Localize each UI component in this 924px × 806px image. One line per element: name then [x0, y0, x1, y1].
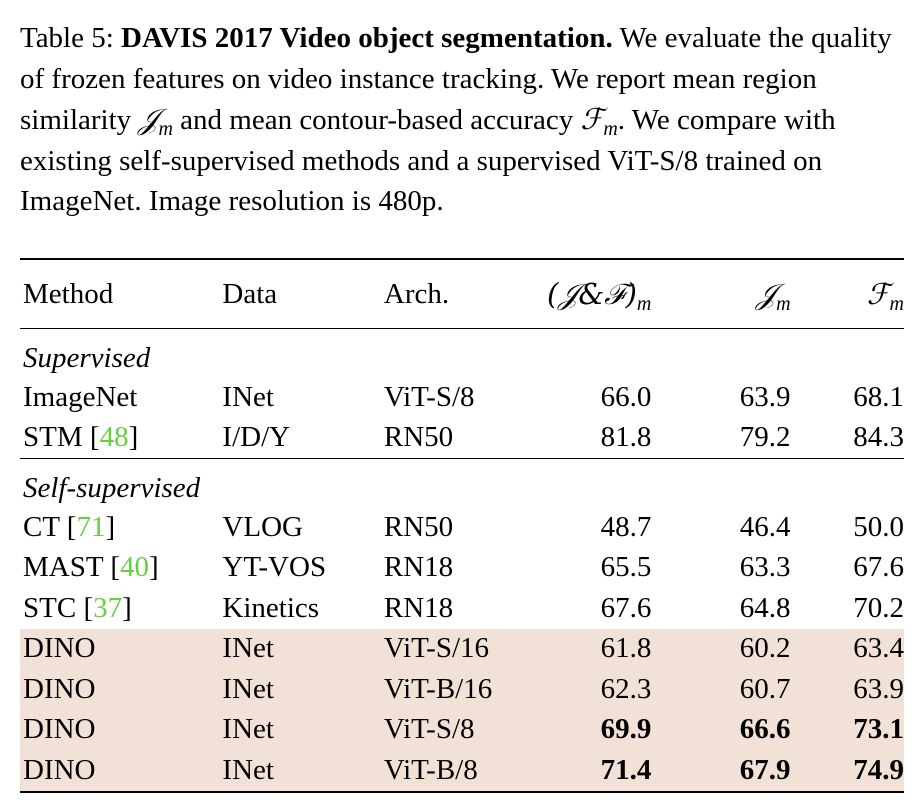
cell-arch: ViT-S/8 [383, 709, 524, 750]
cell-arch: RN18 [383, 551, 454, 584]
cell-arch: RN18 [383, 591, 454, 624]
cell-jf: 61.8 [523, 628, 652, 669]
cell-data: INet [222, 628, 384, 669]
cell-f: 63.4 [790, 628, 904, 669]
cell-f: 63.9 [790, 669, 904, 710]
cell-j: 64.8 [739, 591, 791, 624]
cell-f: 74.9 [790, 750, 904, 793]
results-table: Method Data Arch. (𝒥&ℱ)m 𝒥m ℱm Supervise… [20, 258, 904, 793]
table-caption: Table 5: DAVIS 2017 Video object segment… [20, 22, 892, 218]
caption-line4: We compare with existing self-supervised… [20, 104, 836, 177]
cell-jf: 81.8 [600, 421, 652, 454]
caption-symbol-f: ℱm [580, 102, 618, 140]
cell-j: 66.6 [651, 709, 791, 750]
table-row: MAST [40] YT-VOS RN18 65.5 63.3 67.6 [20, 548, 904, 589]
cell-jf: 67.6 [600, 591, 652, 624]
caption-line3b: and mean contour-based accuracy [180, 104, 574, 136]
caption-label: Table 5: [20, 22, 114, 54]
caption-line5: ViT-S/8 trained on ImageNet. Image resol… [20, 144, 823, 218]
cell-f: 70.2 [853, 591, 904, 624]
cell-method: DINO [20, 669, 223, 710]
citation-link[interactable]: 71 [76, 510, 106, 543]
cell-j: 63.3 [739, 551, 791, 584]
cell-jf: 69.9 [523, 709, 652, 750]
cell-f: 68.1 [853, 380, 904, 413]
cell-method: DINO [20, 709, 223, 750]
caption-title: DAVIS 2017 Video object segmentation. [121, 22, 613, 54]
cell-j: 79.2 [739, 421, 791, 454]
caption-line3a: mean region similarity [20, 62, 817, 137]
cell-jf: 65.5 [600, 551, 652, 584]
cell-method: ImageNet [23, 380, 138, 413]
cell-arch: ViT-S/16 [383, 628, 524, 669]
table-row: STM [48] I/D/Y RN50 81.8 79.2 84.3 [20, 418, 904, 459]
table-row-dino: DINO INet ViT-B/8 71.4 67.9 74.9 [20, 750, 904, 793]
group-label-self-supervised: Self-supervised [20, 458, 904, 507]
cell-arch: RN50 [383, 510, 454, 543]
cell-method: DINO [20, 628, 223, 669]
cell-f: 84.3 [853, 421, 904, 454]
header-method: Method [20, 258, 223, 329]
group-row-supervised: Supervised [20, 329, 904, 378]
cell-data: INet [222, 709, 384, 750]
citation-link[interactable]: 48 [99, 421, 129, 454]
cell-f: 50.0 [853, 510, 904, 543]
header-data: Data [222, 258, 384, 329]
table-row-dino: DINO INet ViT-S/16 61.8 60.2 63.4 [20, 628, 904, 669]
cell-method: STM [48] [23, 421, 139, 454]
cell-jf: 71.4 [523, 750, 652, 793]
cell-jf: 62.3 [523, 669, 652, 710]
cell-method: DINO [20, 750, 223, 793]
table-row-dino: DINO INet ViT-S/8 69.9 66.6 73.1 [20, 709, 904, 750]
cell-j: 67.9 [651, 750, 791, 793]
cell-arch: ViT-B/16 [383, 669, 524, 710]
cell-j: 60.7 [651, 669, 791, 710]
cell-arch: ViT-S/8 [383, 380, 475, 413]
cell-method: CT [71] [23, 510, 116, 543]
cell-f: 67.6 [853, 551, 904, 584]
cell-data: VLOG [222, 510, 303, 543]
header-arch: Arch. [383, 258, 524, 329]
header-f: ℱm [790, 258, 904, 329]
table-row: CT [71] VLOG RN50 48.7 46.4 50.0 [20, 507, 904, 548]
cell-arch: ViT-B/8 [383, 750, 524, 793]
header-jf: (𝒥&ℱ)m [523, 258, 652, 329]
citation-link[interactable]: 37 [93, 591, 123, 624]
cell-arch: RN50 [383, 421, 454, 454]
group-label-supervised: Supervised [23, 342, 151, 374]
cell-jf: 48.7 [600, 510, 652, 543]
cell-data: Kinetics [222, 591, 320, 624]
caption-line1-rest: We evaluate [619, 22, 762, 54]
cell-j: 60.2 [651, 628, 791, 669]
table-row: STC [37] Kinetics RN18 67.6 64.8 70.2 [20, 588, 904, 629]
cell-data: I/D/Y [222, 421, 291, 454]
cell-data: INet [222, 750, 384, 793]
cell-data: INet [222, 669, 384, 710]
cell-data: INet [222, 380, 274, 413]
header-j: 𝒥m [651, 258, 791, 329]
caption-symbol-j: 𝒥m [138, 102, 173, 140]
group-row-self-supervised: Self-supervised [20, 458, 904, 507]
header-row: Method Data Arch. (𝒥&ℱ)m 𝒥m ℱm [20, 258, 904, 329]
cell-j: 46.4 [739, 510, 791, 543]
cell-method: MAST [40] [23, 551, 159, 584]
cell-method: STC [37] [23, 591, 132, 624]
cell-j: 63.9 [739, 380, 791, 413]
caption-line2: the quality of frozen features on video … [20, 22, 892, 95]
cell-jf: 66.0 [600, 380, 652, 413]
cell-data: YT-VOS [222, 551, 327, 584]
cell-f: 73.1 [790, 709, 904, 750]
citation-link[interactable]: 40 [119, 551, 149, 584]
table-row-dino: DINO INet ViT-B/16 62.3 60.7 63.9 [20, 669, 904, 710]
table-row: ImageNet INet ViT-S/8 66.0 63.9 68.1 [20, 377, 904, 418]
